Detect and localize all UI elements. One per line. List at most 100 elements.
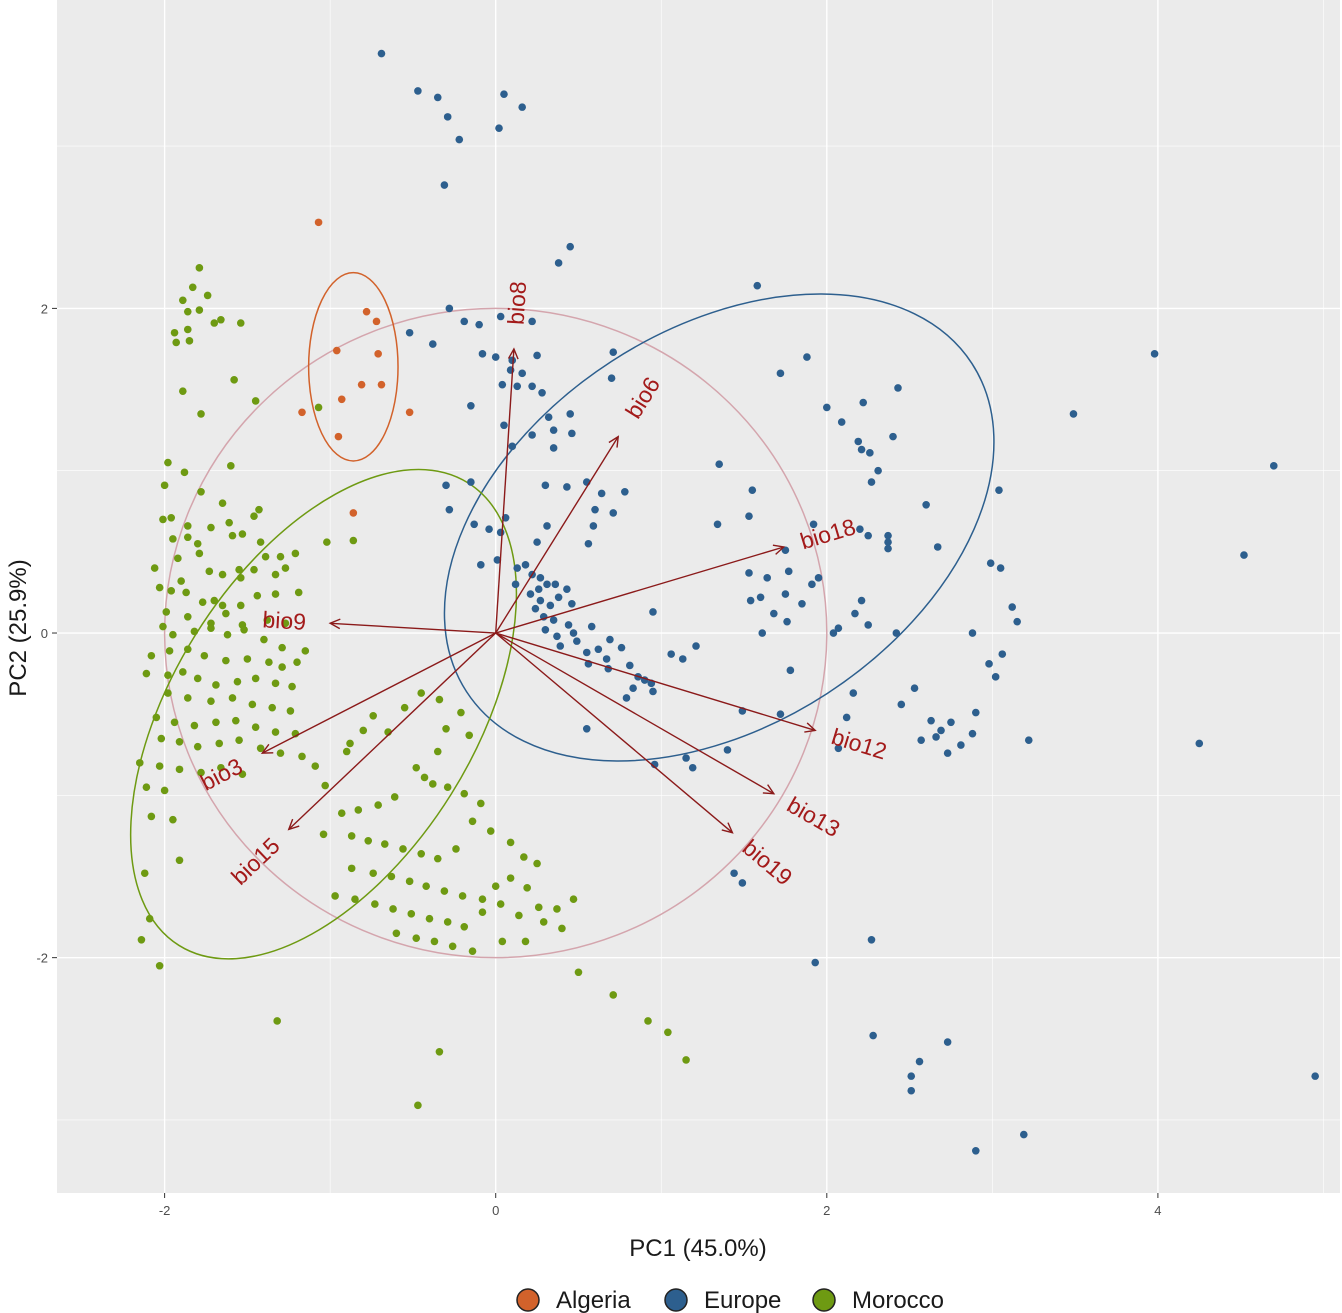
point-europe-82 [933,543,942,551]
point-morocco-47 [235,565,243,574]
point-europe-169 [688,763,697,772]
point-morocco-123 [217,763,225,772]
point-morocco-1 [188,283,197,292]
point-europe-165 [943,749,952,757]
point-morocco-153 [460,789,469,798]
point-europe-98 [563,585,571,593]
point-europe-58 [621,488,629,496]
point-morocco-205 [569,895,578,904]
point-europe-54 [541,481,550,490]
point-morocco-114 [193,742,202,751]
point-morocco-52 [177,577,185,585]
point-europe-59 [591,505,599,514]
point-europe-48 [715,460,723,469]
point-europe-149 [842,713,851,722]
point-europe-177 [1013,617,1021,626]
point-morocco-64 [183,612,192,621]
point-algeria-8 [298,408,306,417]
point-europe-12 [445,304,454,313]
point-europe-75 [745,512,753,520]
point-morocco-117 [256,744,265,753]
point-europe-3 [500,90,508,98]
point-morocco-105 [170,718,179,727]
point-morocco-191 [460,923,469,931]
point-morocco-136 [321,781,329,790]
point-morocco-193 [496,900,505,908]
point-morocco-110 [271,728,280,736]
loading-arrow-bio8: bio8 [495,281,531,634]
point-morocco-76 [260,635,268,644]
point-morocco-188 [407,910,416,918]
point-europe-185 [811,958,820,967]
point-europe-20 [491,353,500,361]
point-europe-32 [500,421,508,430]
point-europe-142 [783,617,791,626]
point-morocco-190 [443,918,452,926]
point-europe-181 [1195,739,1204,748]
point-europe-179 [968,629,977,637]
point-europe-19 [478,350,487,358]
point-europe-111 [582,648,591,657]
point-europe-57 [597,489,606,498]
point-europe-71 [533,538,541,546]
point-morocco-57 [210,596,219,605]
point-morocco-120 [155,762,164,770]
point-europe-112 [594,645,603,654]
point-morocco-142 [400,703,409,712]
point-europe-89 [536,574,545,582]
point-morocco-135 [311,762,320,770]
point-morocco-106 [190,721,199,730]
point-europe-10 [554,259,563,267]
point-morocco-163 [399,845,407,853]
major-gridlines [57,0,1340,1193]
point-morocco-100 [228,694,237,702]
point-europe-78 [864,531,872,540]
point-europe-176 [1240,551,1248,559]
point-europe-39 [607,374,616,382]
y-tick-label-2: 2 [41,301,48,316]
point-morocco-70 [159,622,167,631]
point-europe-155 [971,708,980,717]
point-morocco-9 [170,328,179,337]
point-europe-117 [625,661,634,670]
point-europe-136 [857,596,866,605]
point-europe-18 [428,340,437,348]
point-europe-38 [609,348,618,357]
point-europe-94 [526,590,535,598]
point-europe-143 [758,629,767,637]
point-morocco-157 [354,806,363,814]
point-europe-132 [756,593,765,602]
point-algeria-5 [357,380,366,389]
point-algeria-1 [362,307,371,316]
point-morocco-144 [435,695,444,704]
point-morocco-201 [521,937,530,946]
point-europe-86 [513,564,522,572]
point-europe-161 [849,689,858,697]
x-axis-title: PC1 (45.0%) [629,1235,766,1262]
point-morocco-143 [417,689,426,697]
point-morocco-194 [515,911,523,920]
point-morocco-122 [197,768,205,777]
point-morocco-87 [293,658,301,667]
point-europe-60 [609,509,618,517]
point-europe-42 [894,384,902,392]
point-morocco-140 [369,712,377,720]
point-morocco-77 [278,643,286,652]
point-morocco-187 [389,905,397,913]
loading-arrow-bio9: bio9 [262,606,496,635]
point-morocco-173 [369,869,377,878]
point-morocco-98 [183,694,192,702]
point-europe-30 [544,413,553,421]
point-europe-93 [511,580,520,589]
point-europe-189 [907,1072,916,1080]
point-morocco-69 [281,619,290,628]
point-europe-122 [649,687,657,696]
point-europe-100 [531,604,540,613]
point-morocco-73 [207,624,215,632]
y-axis-title: PC2 (25.9%) [5,559,32,696]
point-europe-166 [582,724,591,733]
point-morocco-101 [248,700,257,709]
point-europe-64 [445,505,454,514]
point-morocco-180 [491,882,500,891]
point-europe-156 [932,733,940,741]
